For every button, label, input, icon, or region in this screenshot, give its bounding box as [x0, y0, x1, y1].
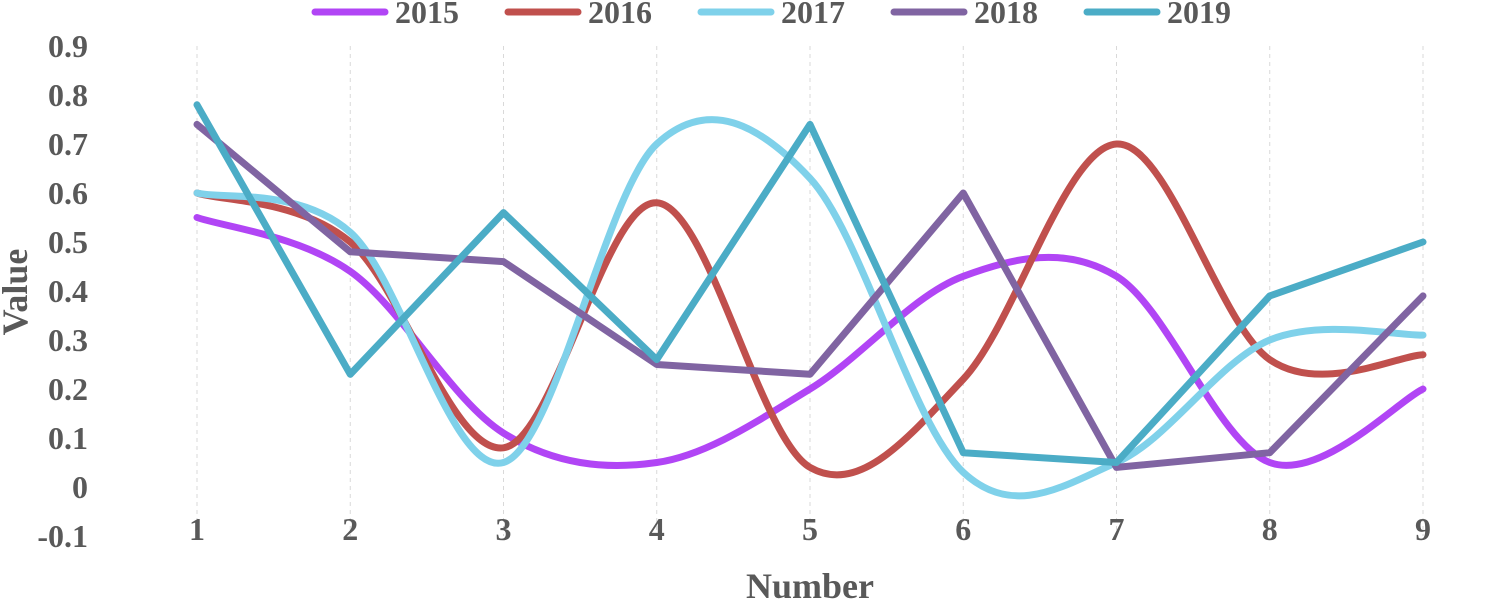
x-axis-ticks: 1 2 3 4 5 6 7 8 9 [189, 511, 1431, 547]
x-tick-label: 2 [342, 511, 358, 547]
x-tick-label: 9 [1415, 511, 1431, 547]
y-tick-label: 0.8 [48, 77, 88, 113]
y-tick-label: 0.1 [48, 420, 88, 456]
y-tick-label: 0.9 [48, 28, 88, 64]
y-tick-label: 0.3 [48, 322, 88, 358]
x-tick-label: 5 [802, 511, 818, 547]
legend-label-2015: 2015 [395, 0, 459, 30]
x-axis-title: Number [746, 566, 874, 599]
y-tick-label: 0.6 [48, 175, 88, 211]
legend: 2015 2016 2017 2018 2019 [311, 0, 1231, 30]
legend-label-2019: 2019 [1167, 0, 1231, 30]
y-tick-label: -0.1 [37, 518, 88, 554]
x-tick-label: 1 [189, 511, 205, 547]
y-tick-label: 0 [72, 469, 88, 505]
y-tick-label: 0.7 [48, 126, 88, 162]
y-axis-title: Value [0, 249, 35, 336]
series-line-2017 [193, 116, 1427, 500]
series-line-2019 [193, 101, 1427, 466]
x-tick-label: 8 [1262, 511, 1278, 547]
series-layer [193, 101, 1427, 500]
grid-layer [196, 46, 1424, 536]
x-tick-label: 4 [649, 511, 665, 547]
y-tick-label: 0.5 [48, 224, 88, 260]
x-tick-label: 7 [1109, 511, 1125, 547]
x-tick-label: 3 [496, 511, 512, 547]
x-tick-label: 6 [955, 511, 971, 547]
series-line-2018 [193, 120, 1427, 471]
legend-label-2017: 2017 [781, 0, 845, 30]
y-tick-label: 0.2 [48, 371, 88, 407]
y-axis-ticks: -0.1 0 0.1 0.2 0.3 0.4 0.5 0.6 0.7 0.8 0.9 [37, 28, 88, 554]
y-tick-label: 0.4 [48, 273, 88, 309]
legend-label-2018: 2018 [974, 0, 1038, 30]
legend-label-2016: 2016 [588, 0, 652, 30]
